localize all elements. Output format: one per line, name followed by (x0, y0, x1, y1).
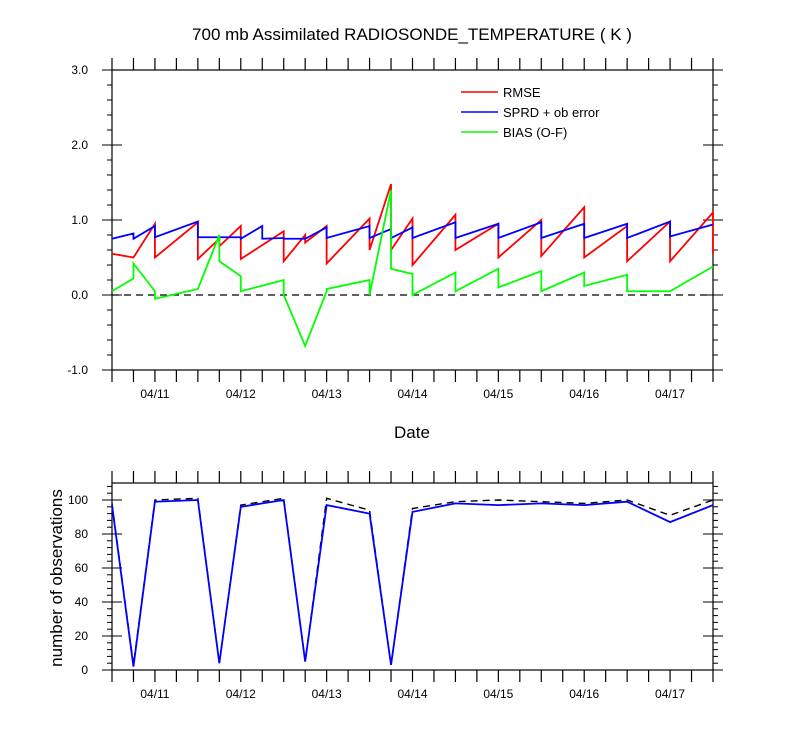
x-axis-label: Date (394, 423, 430, 442)
x-tick-label: 04/12 (226, 387, 256, 401)
x-tick-label: 04/11 (140, 387, 169, 401)
y-tick-label: 60 (75, 561, 89, 575)
legend-label-sprd: SPRD + ob error (503, 105, 600, 120)
y-tick-label: 0 (81, 663, 88, 677)
y-tick-label: 1.0 (71, 213, 88, 227)
bottom-x-tick-labels: 04/11 04/12 04/13 04/14 04/15 04/16 04/17 (140, 687, 685, 701)
y-tick-label: -1.0 (67, 363, 88, 377)
y-axis-label-observations: number of observations (47, 489, 66, 667)
y-tick-label: 40 (75, 595, 89, 609)
x-tick-label: 04/14 (397, 687, 427, 701)
x-tick-label: 04/13 (312, 387, 342, 401)
y-tick-label: 80 (75, 527, 89, 541)
bottom-y-tick-labels: 0 20 40 60 80 100 (68, 493, 88, 677)
x-tick-label: 04/16 (569, 387, 599, 401)
x-tick-label: 04/16 (569, 687, 599, 701)
series-line-bias-o-f (111, 189, 714, 349)
y-tick-label: 20 (75, 629, 89, 643)
y-tick-label: 0.0 (71, 288, 88, 302)
x-tick-label: 04/13 (312, 687, 342, 701)
bottom-series-group (111, 497, 714, 667)
x-tick-label: 04/11 (140, 687, 169, 701)
top-ticks (102, 58, 723, 382)
x-tick-label: 04/15 (483, 387, 513, 401)
legend: RMSE SPRD + ob error BIAS (O-F) (461, 85, 600, 140)
series-line-sprd-ob-error (111, 220, 714, 241)
chart-title: 700 mb Assimilated RADIOSONDE_TEMPERATUR… (192, 25, 632, 44)
series-line-possible (111, 497, 714, 665)
x-tick-label: 04/12 (226, 687, 256, 701)
top-y-tick-labels: -1.0 0.0 1.0 2.0 3.0 (67, 63, 88, 377)
legend-label-bias: BIAS (O-F) (503, 125, 567, 140)
bottom-ticks (102, 471, 723, 682)
y-tick-label: 2.0 (71, 138, 88, 152)
y-tick-label: 100 (68, 493, 88, 507)
top-series-group (111, 183, 714, 349)
x-tick-label: 04/17 (655, 387, 685, 401)
x-tick-label: 04/17 (655, 687, 685, 701)
series-line-used (111, 498, 714, 667)
y-tick-label: 3.0 (71, 63, 88, 77)
legend-label-rmse: RMSE (503, 85, 541, 100)
x-tick-label: 04/15 (483, 687, 513, 701)
top-x-tick-labels: 04/11 04/12 04/13 04/14 04/15 04/16 04/17 (140, 387, 685, 401)
x-tick-label: 04/14 (397, 387, 427, 401)
